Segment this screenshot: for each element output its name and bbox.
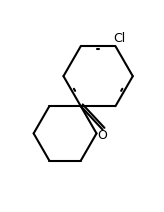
Text: O: O	[98, 129, 107, 142]
Text: Cl: Cl	[113, 32, 126, 45]
